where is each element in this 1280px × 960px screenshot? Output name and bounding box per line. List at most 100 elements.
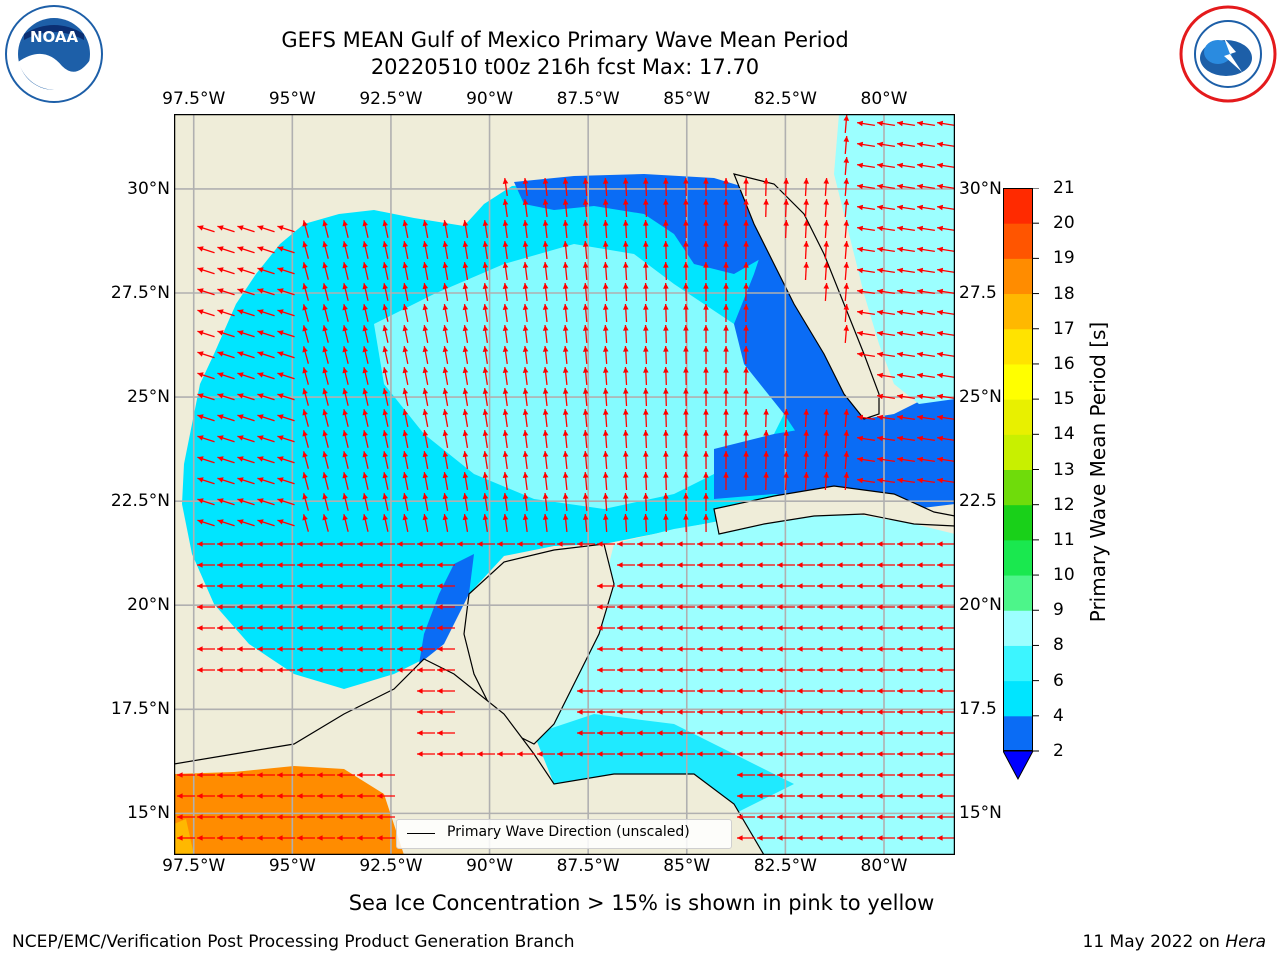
wave-arrow <box>442 241 449 259</box>
wave-arrow <box>723 219 729 239</box>
wave-arrow <box>797 646 815 652</box>
wave-arrow <box>317 646 335 652</box>
wave-arrow <box>377 793 395 799</box>
wave-arrow <box>683 513 689 533</box>
wave-arrow <box>937 225 955 232</box>
wave-arrow <box>277 646 295 652</box>
wave-arrow <box>877 646 895 652</box>
wave-arrow <box>683 366 689 386</box>
wave-arrow <box>337 772 355 778</box>
wave-arrow <box>877 688 895 694</box>
wave-arrow <box>657 751 675 757</box>
wave-arrow <box>337 667 355 673</box>
wave-arrow <box>763 450 769 470</box>
wave-arrow <box>562 198 569 218</box>
wave-arrow <box>542 492 549 512</box>
lon-tick-label: 92.5°W <box>359 856 423 876</box>
wave-arrow <box>522 429 529 449</box>
wave-arrow <box>643 492 649 512</box>
wave-arrow <box>422 220 429 238</box>
wave-arrow <box>297 814 315 820</box>
wave-arrow <box>663 429 669 449</box>
wave-arrow <box>797 730 815 736</box>
lon-tick-label: 95°W <box>268 89 316 109</box>
wave-arrow <box>937 583 955 589</box>
wave-arrow <box>357 814 375 820</box>
wave-arrow <box>317 667 335 673</box>
wave-arrow <box>562 429 569 449</box>
wave-arrow <box>703 408 709 428</box>
wave-arrow <box>322 367 329 385</box>
wave-arrow <box>797 604 815 610</box>
wave-arrow <box>362 262 369 280</box>
wave-arrow <box>237 604 255 610</box>
wave-arrow <box>877 456 895 463</box>
wave-arrow <box>482 514 489 532</box>
wave-arrow <box>877 372 895 379</box>
wave-arrow <box>643 429 649 449</box>
wave-arrow <box>877 183 895 190</box>
wave-arrow <box>857 267 875 274</box>
wave-arrow <box>217 498 235 506</box>
wave-arrow <box>697 646 715 652</box>
wave-arrow <box>783 408 789 428</box>
wave-arrow <box>703 177 709 197</box>
wave-arrow <box>937 477 955 484</box>
wave-arrow <box>877 162 895 169</box>
wave-arrow <box>917 267 935 274</box>
wave-arrow <box>643 177 649 197</box>
wave-arrow <box>317 793 335 799</box>
wave-arrow <box>197 456 215 464</box>
wave-arrow <box>237 309 255 317</box>
wave-arrow <box>337 814 355 820</box>
wave-arrow <box>877 477 895 484</box>
wave-arrow <box>877 541 895 547</box>
wave-arrow <box>437 751 455 757</box>
wave-arrow <box>917 372 935 379</box>
wave-arrow <box>217 562 235 568</box>
wave-arrow <box>437 583 455 589</box>
wave-arrow <box>482 262 489 280</box>
wave-arrow <box>462 367 469 385</box>
wave-arrow <box>217 372 235 380</box>
wave-arrow <box>917 688 935 694</box>
wave-arrow <box>237 246 255 254</box>
wave-arrow <box>382 472 389 490</box>
wave-arrow <box>302 388 309 406</box>
wave-arrow <box>462 304 469 322</box>
wave-arrow <box>197 541 215 547</box>
wave-arrow <box>697 541 715 547</box>
wave-arrow <box>837 583 855 589</box>
wave-arrow <box>723 450 729 470</box>
wave-arrow <box>703 282 709 302</box>
wave-arrow <box>197 814 215 820</box>
wave-arrow <box>663 450 669 470</box>
wave-arrow <box>803 240 809 260</box>
wave-arrow <box>257 267 275 275</box>
wave-arrow <box>777 562 795 568</box>
wave-arrow <box>597 688 615 694</box>
wave-arrow <box>677 667 695 673</box>
wave-arrow <box>577 709 595 715</box>
wave-arrow <box>397 541 415 547</box>
wave-arrow <box>462 262 469 280</box>
wave-arrow <box>402 514 409 532</box>
wave-arrow <box>582 198 589 218</box>
wave-arrow <box>797 625 815 631</box>
wave-arrow <box>657 688 675 694</box>
wave-arrow <box>482 346 489 364</box>
wave-arrow <box>362 325 369 343</box>
colorbar-tick-label: 13 <box>1053 459 1075 480</box>
wave-arrow <box>622 429 629 449</box>
wave-arrow <box>197 309 215 317</box>
wave-arrow <box>663 198 669 218</box>
wave-arrow <box>317 541 335 547</box>
wave-arrow <box>342 451 349 469</box>
colorbar-segment <box>1003 469 1033 506</box>
wave-arrow <box>522 471 529 491</box>
wave-arrow <box>482 283 489 301</box>
wave-arrow <box>937 288 955 295</box>
wave-arrow <box>522 345 529 365</box>
wave-arrow <box>482 409 489 427</box>
wave-arrow <box>857 604 875 610</box>
